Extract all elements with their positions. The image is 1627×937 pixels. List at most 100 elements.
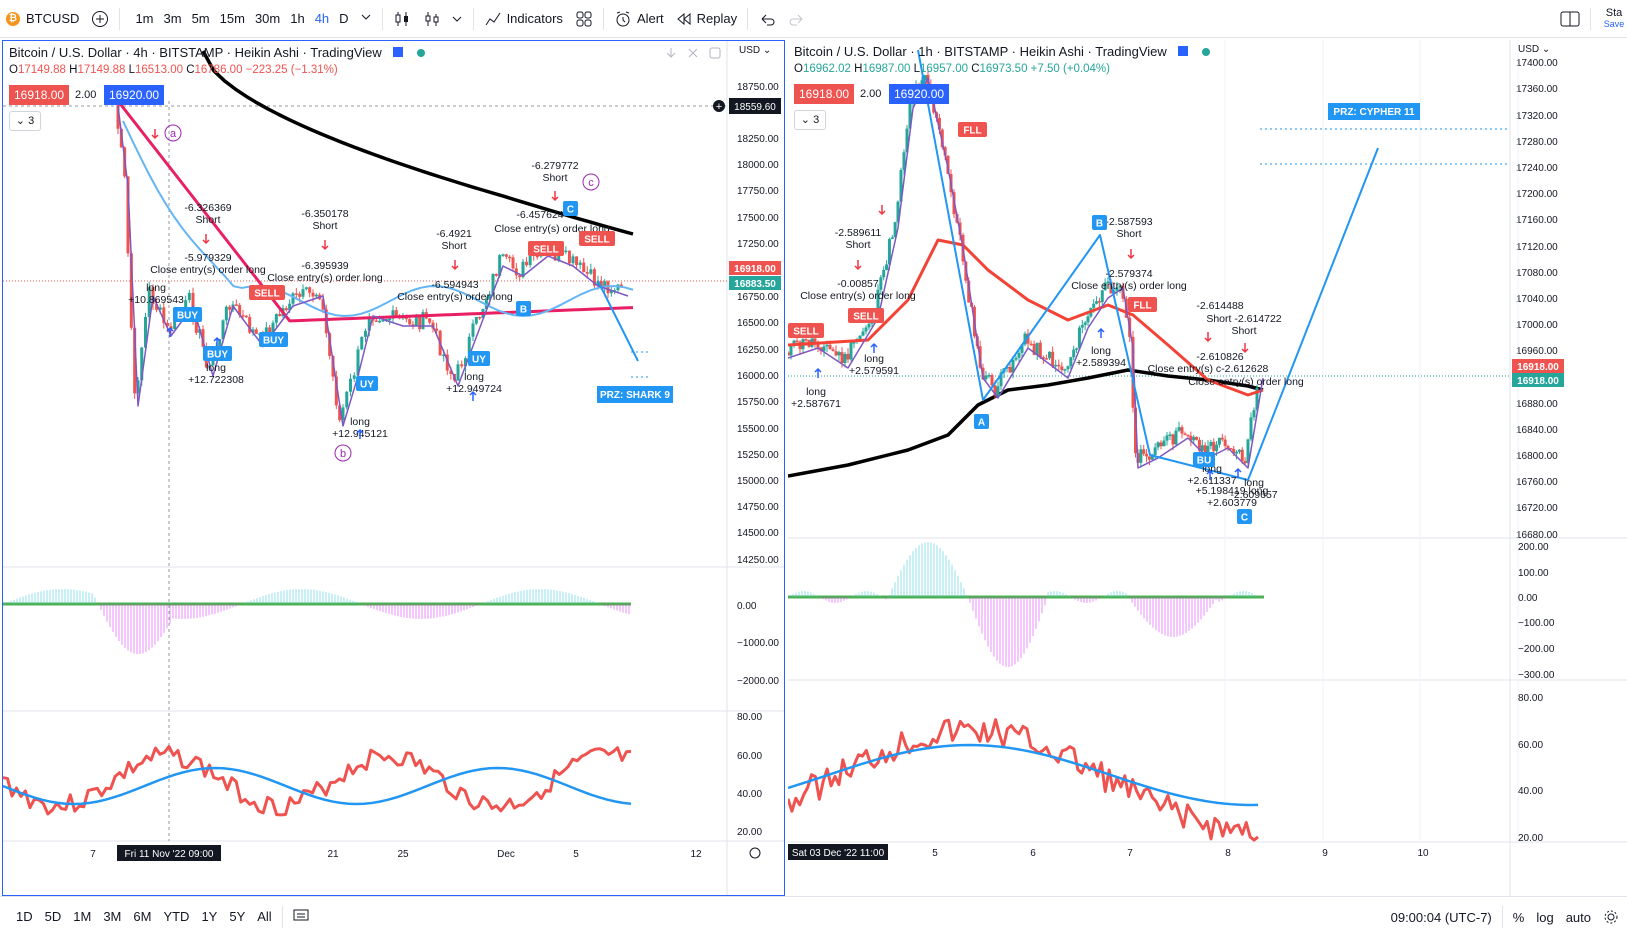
signal-label: Short [312, 220, 337, 232]
add-level-icon [713, 100, 725, 112]
interval-4h[interactable]: 4h [314, 11, 330, 26]
point-c-badge-bg [1237, 509, 1252, 524]
right-low: 16957.00 [920, 63, 968, 75]
redo-icon [789, 14, 803, 25]
candles-type-button[interactable] [387, 0, 417, 38]
interval-1m[interactable]: 1m [135, 11, 154, 26]
interval-1h[interactable]: 1h [290, 11, 305, 26]
right-buy-button[interactable]: 16920.00 [889, 84, 950, 104]
time-tick: 21 [327, 849, 339, 860]
range-ytd[interactable]: YTD [163, 909, 190, 924]
undo-button[interactable] [752, 0, 782, 38]
macd-tick: −200.00 [1518, 644, 1555, 655]
harmonic-projection-line [597, 280, 639, 362]
percent-scale-toggle[interactable]: % [1512, 909, 1525, 925]
candle-body [905, 128, 909, 153]
right-quantity[interactable]: 2.00 [860, 88, 882, 100]
log-scale-toggle[interactable]: log [1536, 909, 1554, 925]
settings-gear-icon[interactable] [1603, 909, 1619, 925]
interval-dropdown-icon[interactable] [360, 11, 372, 26]
arrow-down-icon[interactable] [665, 47, 677, 59]
sell-badge: SELL [584, 235, 610, 246]
candle-body [788, 352, 790, 356]
timezone-clock[interactable]: 09:00:04 (UTC-7) [1390, 909, 1492, 925]
right-chart-pane[interactable]: USD ⌄ 17400.00 17360.00 17320.00 17280.00 172… [788, 40, 1627, 896]
left-collapse-indicators-button[interactable]: ⌄ 3 [9, 111, 41, 131]
right-chart-canvas[interactable]: USD ⌄ 17400.00 17360.00 17320.00 17280.00 172… [788, 40, 1627, 896]
range-1m[interactable]: 1M [73, 909, 92, 924]
candle-body [1069, 357, 1073, 367]
signal-label: Close entry(s) order long [267, 272, 383, 284]
range-6m[interactable]: 6M [133, 909, 152, 924]
candle-body [1156, 442, 1160, 448]
symbol-search[interactable]: ₿ BTCUSD [0, 0, 85, 38]
candle-body [248, 316, 252, 333]
price-tick: 17040.00 [1516, 294, 1558, 305]
sell-badge-bg [579, 231, 615, 246]
candle-body [501, 254, 505, 256]
auto-scale-toggle[interactable]: auto [1565, 909, 1591, 925]
left-buy-button[interactable]: 16920.00 [104, 85, 165, 105]
candle-body [518, 275, 522, 278]
candle-body [254, 329, 258, 334]
candle-body [1220, 437, 1224, 440]
candle-body [899, 169, 903, 202]
left-chart-canvas[interactable]: USD ⌄ 18750.00 18250.00 18000.00 17750.00 175… [3, 41, 784, 895]
candle-body [564, 250, 568, 253]
chart-style-button[interactable] [417, 0, 469, 38]
interval-30m[interactable]: 30m [254, 11, 281, 26]
candle-body [1180, 427, 1184, 434]
range-3m[interactable]: 3M [103, 909, 122, 924]
layout-toggle-button[interactable] [1554, 0, 1586, 38]
close-icon[interactable] [687, 47, 699, 59]
interval-5m[interactable]: 5m [191, 11, 210, 26]
rewind-icon [676, 12, 691, 25]
alert-button[interactable]: Alert [608, 0, 670, 38]
wave-circle [334, 444, 352, 462]
candle-body [251, 329, 255, 333]
right-open: 16962.02 [802, 63, 851, 75]
price-tick: 17160.00 [1516, 215, 1558, 226]
range-all[interactable]: All [257, 909, 272, 924]
replay-button[interactable]: Replay [670, 0, 743, 38]
left-chart-pane[interactable]: USD ⌄ 18750.00 18250.00 18000.00 17750.00 175… [2, 40, 785, 896]
left-sell-button[interactable]: 16918.00 [9, 85, 70, 105]
price-tick: 16250.00 [737, 345, 779, 356]
signal-label: -6.4921 [436, 228, 472, 240]
save-button[interactable]: Sta Save [1595, 0, 1627, 38]
point-b-badge: B [1096, 219, 1103, 230]
add-symbol-button[interactable] [85, 0, 115, 38]
candle-body [1206, 445, 1210, 453]
interval-15m[interactable]: 15m [219, 11, 245, 26]
wave-label: a [170, 128, 177, 140]
range-5y[interactable]: 5Y [229, 909, 246, 924]
goto-date-button[interactable] [287, 908, 315, 925]
candle-body [116, 100, 120, 129]
layout-button[interactable] [569, 0, 599, 38]
redo-button[interactable] [782, 0, 812, 38]
interval-3m[interactable]: 3m [163, 11, 182, 26]
candle-body [1066, 366, 1070, 370]
long-signal-arrow [814, 367, 822, 378]
interval-d[interactable]: D [339, 11, 349, 26]
time-tick: 5 [573, 849, 579, 860]
candle-body [585, 272, 589, 274]
right-high: 16987.00 [862, 63, 911, 75]
indicators-button[interactable]: Indicators [478, 0, 569, 38]
panel-layout-icon [1560, 11, 1580, 27]
range-1y[interactable]: 1Y [201, 909, 218, 924]
candle-body [1183, 433, 1187, 436]
range-1d[interactable]: 1D [16, 909, 33, 924]
price-tick: 17250.00 [737, 239, 779, 250]
range-5d[interactable]: 5D [44, 909, 62, 924]
price-tick: 18000.00 [737, 160, 779, 171]
right-sell-button[interactable]: 16918.00 [794, 84, 855, 104]
short-signal-arrow [551, 191, 559, 202]
candle-body [1083, 322, 1087, 326]
signal-label: Close entry(s) c-2.612628 [1148, 363, 1269, 375]
maximize-icon[interactable] [709, 47, 721, 59]
candle-body [394, 310, 398, 317]
right-collapse-indicators-button[interactable]: ⌄ 3 [794, 110, 826, 130]
candle-body [314, 294, 318, 297]
left-quantity[interactable]: 2.00 [75, 89, 97, 101]
